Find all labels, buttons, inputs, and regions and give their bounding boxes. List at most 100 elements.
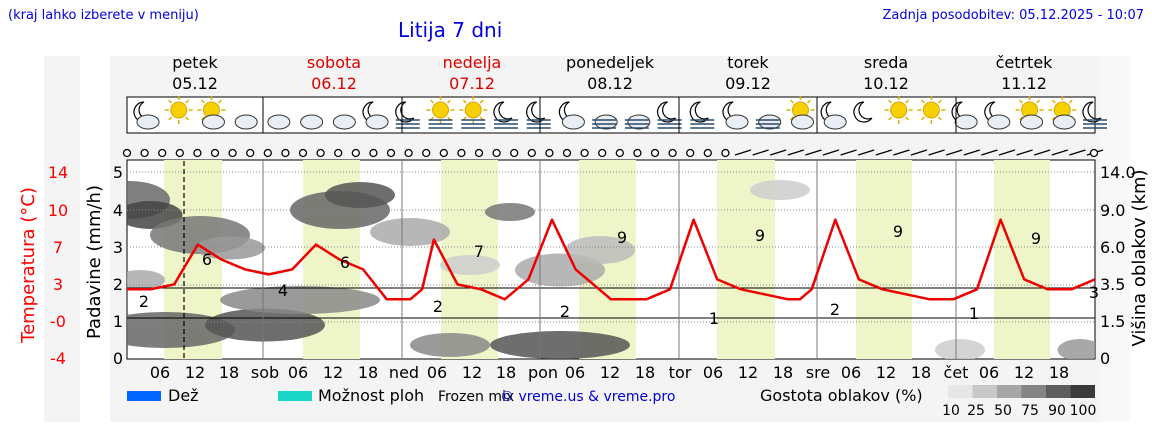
calm-wind-marker xyxy=(527,148,536,158)
cloud-density-tick: 100 xyxy=(1070,403,1097,419)
moon-fog-icon xyxy=(395,101,420,129)
calm-wind-marker xyxy=(281,148,290,158)
cloud-blob xyxy=(490,331,630,359)
temperature-tick: 7 xyxy=(53,238,63,257)
cloud-shape xyxy=(954,114,978,130)
cloud-shape xyxy=(823,114,847,130)
wind-barb xyxy=(752,149,769,156)
wind-barb xyxy=(875,149,892,156)
temperature-label: 1 xyxy=(709,309,719,328)
cloud-fog-icon xyxy=(624,114,651,130)
cloud-blob xyxy=(485,203,535,221)
calm-wind-marker xyxy=(228,148,237,158)
cloud-density-tick: 50 xyxy=(994,403,1012,419)
location-hint[interactable]: (kraj lahko izberete v meniju) xyxy=(8,8,199,23)
sun-ray xyxy=(888,116,893,121)
sun-icon xyxy=(917,96,946,124)
calm-wind-marker xyxy=(492,148,501,158)
cloud-shape xyxy=(1020,114,1044,130)
temperature-label: 9 xyxy=(617,228,627,247)
moon-shape xyxy=(853,101,873,123)
calm-wind-marker xyxy=(369,148,378,158)
calm-wind-marker xyxy=(562,148,572,158)
moon-cloud-icon xyxy=(820,101,847,130)
sun-ray xyxy=(185,116,190,121)
sun-ray xyxy=(217,99,222,104)
moon-fog-icon xyxy=(526,101,551,129)
day-date: 08.12 xyxy=(587,74,633,93)
sun-ray xyxy=(790,116,794,121)
temperature-tick: -4 xyxy=(50,349,66,368)
sun-cloud-icon xyxy=(197,96,226,130)
temperature-tick: 10 xyxy=(48,201,68,220)
sun-ray xyxy=(1051,99,1056,104)
wind-barb xyxy=(998,149,1016,156)
cloud-shape xyxy=(201,114,225,130)
precip-tick: 1 xyxy=(113,312,123,331)
wind-barb xyxy=(946,149,963,156)
day-name: petek xyxy=(172,53,218,72)
page-title: Litija 7 dni xyxy=(398,18,503,42)
temperature-label: 1 xyxy=(969,304,979,323)
cloud-height-tick: 14.0 xyxy=(1100,163,1136,182)
cloud-blob xyxy=(565,236,635,264)
calm-wind-marker xyxy=(246,148,255,158)
x-tick-label: 18 xyxy=(773,363,793,382)
cloud-icon xyxy=(267,114,291,130)
x-tick-label: tor xyxy=(669,363,692,382)
calm-wind-marker xyxy=(474,148,484,158)
sun-icon xyxy=(164,96,193,124)
cloud-density-blobs xyxy=(127,180,1095,359)
precip-tick: 5 xyxy=(113,163,123,182)
cloud-shape xyxy=(234,114,258,130)
legend-frozen: Frozen mix xyxy=(438,389,514,405)
moon-cloud-icon xyxy=(558,101,585,130)
cloud-blob xyxy=(935,339,985,359)
cloud-blob xyxy=(750,180,810,200)
calm-wind-marker xyxy=(386,148,396,158)
calm-wind-marker xyxy=(263,148,272,158)
x-tick-label: 18 xyxy=(911,363,931,382)
cloud-density-tick: 75 xyxy=(1021,403,1039,419)
sun-ray xyxy=(1068,99,1073,104)
temperature-label: 6 xyxy=(202,250,212,269)
wind-barb xyxy=(1069,149,1086,156)
calm-wind-marker xyxy=(721,148,730,158)
calm-wind-marker xyxy=(175,148,184,158)
precip-tick: 2 xyxy=(113,275,123,294)
temperature-label: 2 xyxy=(560,302,570,321)
moon-fog-icon xyxy=(689,101,715,129)
x-tick-label: 12 xyxy=(185,363,205,382)
cloud-icon xyxy=(234,114,258,130)
wind-barb xyxy=(734,149,752,156)
moon-fog-icon xyxy=(1082,101,1107,129)
temperature-label: 2 xyxy=(139,292,149,311)
sun-ray xyxy=(905,99,910,104)
wind-barb xyxy=(1051,149,1068,156)
cloud-shape xyxy=(627,114,651,130)
wind-row xyxy=(122,148,1104,158)
moon-fog-icon xyxy=(656,101,682,129)
cloud-shape xyxy=(725,114,749,130)
calm-wind-marker xyxy=(457,148,466,158)
sun-ray xyxy=(168,116,173,121)
x-tick-label: ned xyxy=(389,363,419,382)
cloud-density-swatch xyxy=(1070,385,1095,398)
x-tick-label: 06 xyxy=(703,363,723,382)
sun-ray xyxy=(807,99,811,104)
cloud-shape xyxy=(1052,114,1076,130)
sun-ray xyxy=(201,99,205,104)
day-name: ponedeljek xyxy=(566,53,655,72)
cloud-fog-icon xyxy=(755,114,782,130)
sun-disc xyxy=(432,101,450,119)
x-tick-label: čet xyxy=(944,363,969,382)
cloud-density-swatch xyxy=(972,385,997,398)
sun-ray xyxy=(888,99,893,104)
day-name: sobota xyxy=(307,53,361,72)
temperature-label: 9 xyxy=(755,226,765,245)
wind-barb xyxy=(928,149,945,156)
day-name: torek xyxy=(727,53,769,72)
calm-wind-marker xyxy=(598,148,607,158)
day-name: sreda xyxy=(864,53,908,72)
